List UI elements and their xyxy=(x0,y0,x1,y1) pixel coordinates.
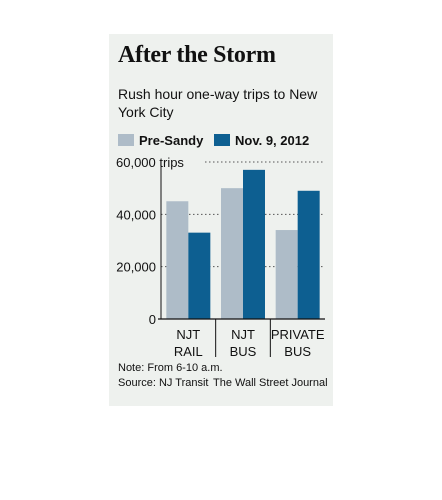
chart-title: After the Storm xyxy=(118,42,276,68)
x-tick-label: BUS xyxy=(230,344,257,359)
x-tick-label: PRIVATE xyxy=(271,327,325,342)
legend-swatch-pre-sandy xyxy=(118,134,134,146)
bar-nov-9-1 xyxy=(243,169,265,319)
chart-card: After the Storm Rush hour one-way trips … xyxy=(109,34,333,406)
source-line: Source: NJ Transit xyxy=(118,377,209,389)
x-tick-label: NJT xyxy=(231,327,255,342)
chart-subtitle: Rush hour one-way trips to New York City xyxy=(118,86,318,120)
x-tick-label: RAIL xyxy=(174,344,203,359)
y-tick-label: 20,000 xyxy=(116,260,156,275)
publisher-credit: The Wall Street Journal xyxy=(213,377,328,389)
x-tick-label: NJT xyxy=(176,327,200,342)
y-tick-label: 40,000 xyxy=(116,207,156,222)
bar-nov-9-2 xyxy=(297,190,320,319)
bar-pre-sandy-1 xyxy=(221,188,243,319)
bar-chart: 0 20,000 40,000 60,000 trips NJT RAIL NJT BUS PR… xyxy=(116,155,325,359)
legend-item-nov-9: Nov. 9, 2012 xyxy=(214,132,309,148)
x-tick-label: BUS xyxy=(284,344,311,359)
legend-item-pre-sandy: Pre-Sandy xyxy=(118,132,203,148)
footnote: Note: From 6-10 a.m. xyxy=(118,362,223,374)
bar-pre-sandy-0 xyxy=(166,201,189,319)
y-tick-label: 0 xyxy=(149,312,156,327)
legend-label-nov-9: Nov. 9, 2012 xyxy=(235,132,310,148)
legend-label-pre-sandy: Pre-Sandy xyxy=(139,132,204,148)
legend-swatch-nov-9 xyxy=(214,134,230,146)
bar-pre-sandy-2 xyxy=(275,230,298,319)
bar-nov-9-0 xyxy=(188,232,211,319)
y-tick-label: 60,000 trips xyxy=(116,155,184,170)
